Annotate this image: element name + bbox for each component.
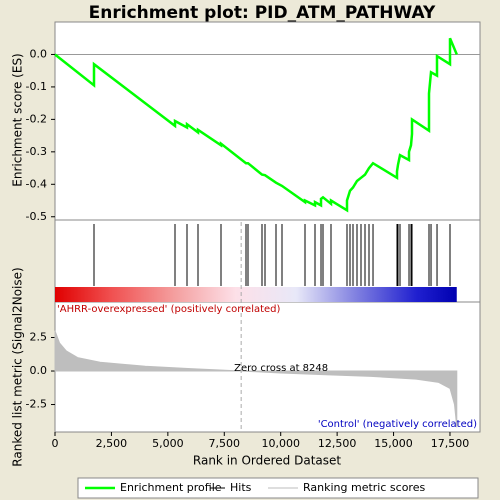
x-tick-label: 17,500 bbox=[431, 437, 470, 450]
x-tick-label: 10,000 bbox=[261, 437, 300, 450]
color-bar bbox=[55, 287, 457, 302]
negative-label: 'Control' (negatively correlated) bbox=[318, 419, 477, 430]
positive-label: 'AHRR-overexpressed' (positively correla… bbox=[57, 304, 281, 315]
legend-label: Hits bbox=[230, 481, 252, 494]
y-tick-label: 2.5 bbox=[30, 331, 48, 344]
y-axis-label: Ranked list metric (Signal2Noise) bbox=[11, 267, 25, 466]
y-tick-label: -0.3 bbox=[26, 145, 47, 158]
y-tick-label: 0.0 bbox=[30, 364, 48, 377]
y-tick-label: -0.5 bbox=[26, 210, 47, 223]
x-tick-label: 5,000 bbox=[152, 437, 184, 450]
x-tick-label: 0 bbox=[52, 437, 59, 450]
x-tick-label: 15,000 bbox=[374, 437, 413, 450]
x-axis-label: Rank in Ordered Dataset bbox=[193, 454, 341, 468]
legend-label: Ranking metric scores bbox=[303, 481, 425, 494]
legend-label: Enrichment profile bbox=[120, 481, 222, 494]
enrichment-line bbox=[54, 37, 458, 213]
y-tick-label: -0.2 bbox=[26, 112, 47, 125]
y-tick-label: -2.5 bbox=[26, 398, 47, 411]
x-tick-label: 7,500 bbox=[209, 437, 241, 450]
y-tick-label: -0.4 bbox=[26, 177, 47, 190]
y-tick-label: 0.0 bbox=[30, 47, 48, 60]
x-tick-label: 12,500 bbox=[318, 437, 357, 450]
y-tick-label: -0.1 bbox=[26, 80, 47, 93]
chart-title: Enrichment plot: PID_ATM_PATHWAY bbox=[89, 3, 436, 23]
metric-area bbox=[54, 330, 458, 428]
y-axis-label: Enrichment score (ES) bbox=[11, 53, 25, 186]
annotation: Zero cross at 8248 bbox=[234, 363, 328, 374]
x-tick-label: 2,500 bbox=[96, 437, 128, 450]
